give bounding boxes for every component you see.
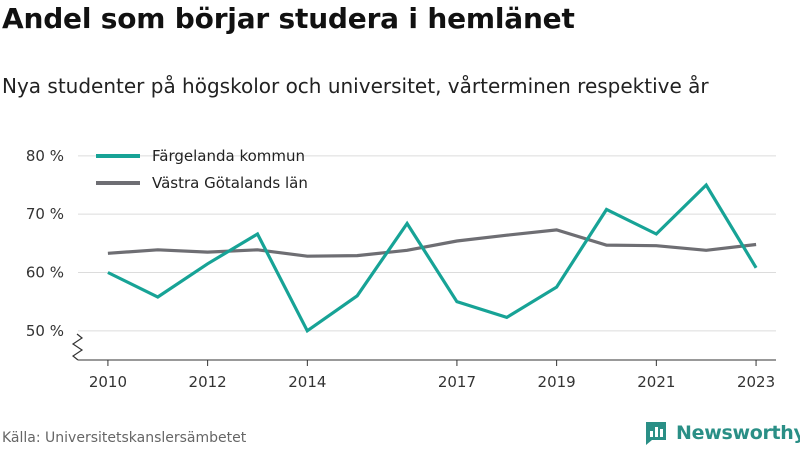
chart-subtitle: Nya studenter på högskolor och universit… bbox=[2, 74, 709, 98]
legend: Färgelanda kommun Västra Götalands län bbox=[96, 147, 308, 192]
series-lines bbox=[107, 182, 758, 334]
legend-label: Färgelanda kommun bbox=[152, 147, 305, 165]
x-tick-label: 2019 bbox=[538, 373, 576, 391]
series-line-vastra-gotaland bbox=[107, 228, 757, 258]
y-axis-ticks: 50 % 60 % 70 % 80 % bbox=[26, 147, 64, 340]
grid-lines bbox=[78, 155, 776, 332]
y-tick-label: 80 % bbox=[26, 147, 64, 165]
axis-break-icon bbox=[71, 333, 84, 361]
y-tick-label: 70 % bbox=[26, 205, 64, 223]
series-line-fargelanda bbox=[107, 182, 758, 334]
x-tick-label: 2021 bbox=[637, 373, 675, 391]
brand[interactable]: Newsworthy bbox=[644, 420, 800, 446]
source-note: Källa: Universitetskanslersämbetet bbox=[2, 430, 247, 446]
axes bbox=[71, 333, 776, 361]
x-tick-label: 2017 bbox=[438, 373, 476, 391]
x-tick-label: 2014 bbox=[288, 373, 326, 391]
line-chart: 50 % 60 % 70 % 80 % 2010 2012 2014 2017 2019 202… bbox=[26, 147, 776, 391]
x-axis-ticks: 2010 2012 2014 2017 2019 2021 2023 bbox=[89, 360, 775, 391]
y-tick-label: 50 % bbox=[26, 322, 64, 340]
brand-name: Newsworthy bbox=[676, 422, 800, 444]
y-tick-label: 60 % bbox=[26, 264, 64, 282]
legend-label: Västra Götalands län bbox=[152, 174, 308, 192]
chart-title: Andel som börjar studera i hemlänet bbox=[2, 2, 575, 35]
newsworthy-logo-icon bbox=[646, 422, 666, 445]
x-tick-label: 2010 bbox=[89, 373, 127, 391]
x-tick-label: 2012 bbox=[189, 373, 227, 391]
x-tick-label: 2023 bbox=[737, 373, 775, 391]
